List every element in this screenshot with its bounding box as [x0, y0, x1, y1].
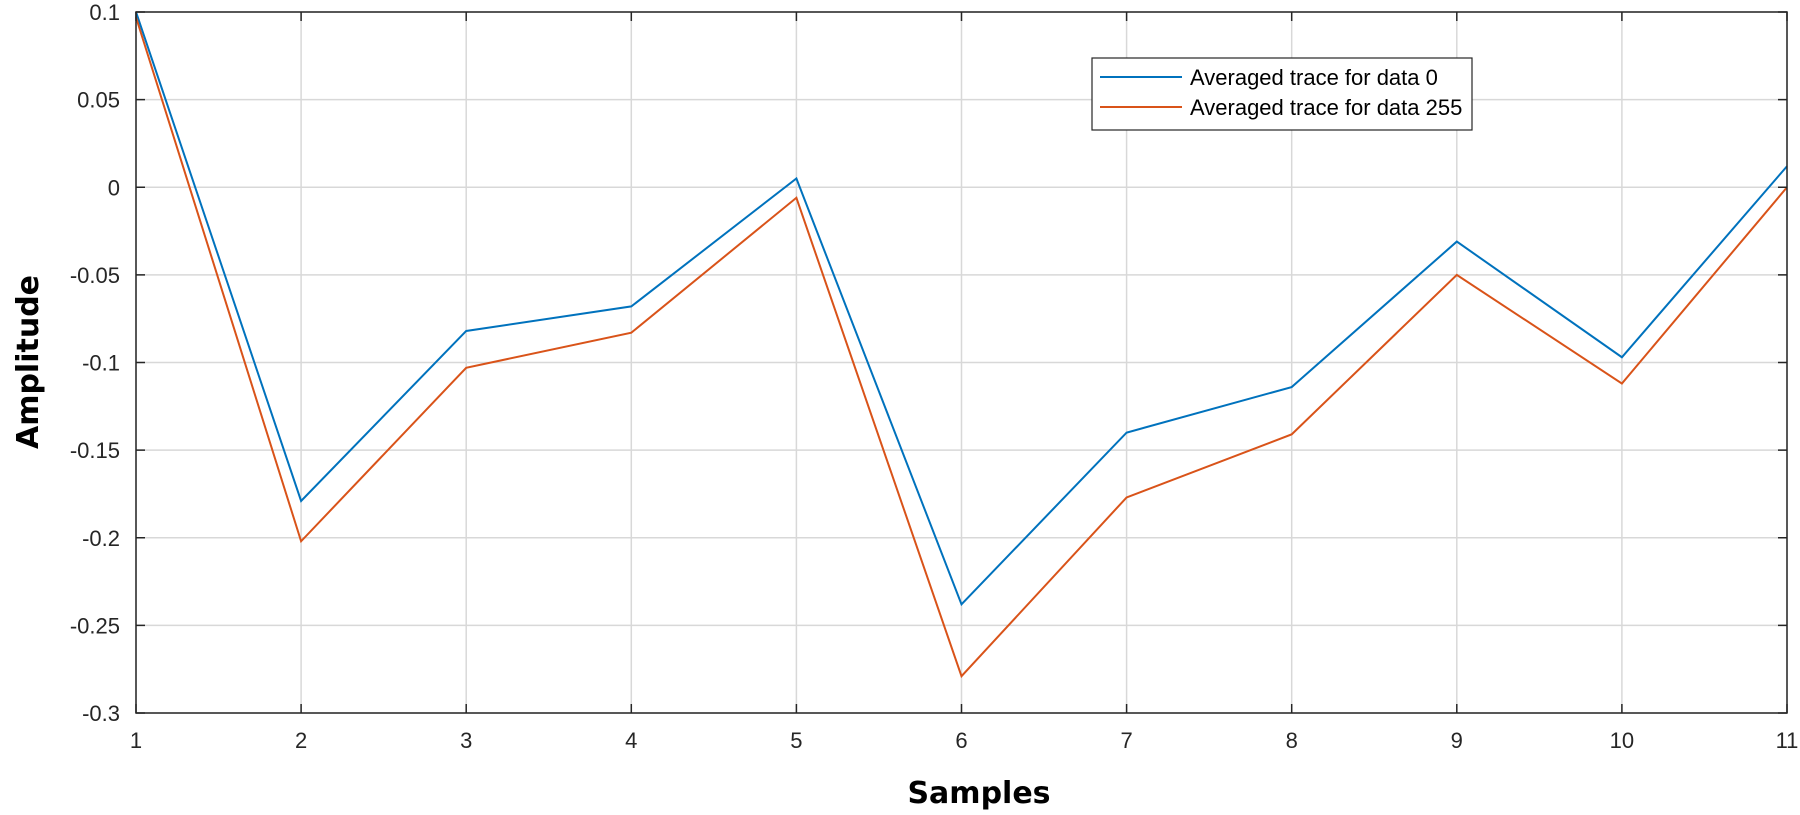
x-tick-label: 11 — [1776, 728, 1799, 753]
y-tick-label: 0.1 — [89, 0, 120, 25]
x-tick-label: 5 — [790, 728, 802, 753]
y-tick-label: -0.25 — [70, 613, 120, 638]
legend-label-data-0: Averaged trace for data 0 — [1190, 65, 1438, 90]
series-line-data-255 — [135, 16, 1788, 679]
x-tick-label: 2 — [295, 728, 307, 753]
y-tick-label: 0 — [108, 175, 120, 200]
x-tick-label: 8 — [1286, 728, 1298, 753]
grid — [135, 11, 1788, 714]
y-axis-title: Amplitude — [11, 275, 46, 449]
plot-frame — [135, 11, 1788, 714]
y-tick-label: -0.15 — [70, 438, 120, 463]
y-tick-label: -0.05 — [70, 263, 120, 288]
x-tick-label: 9 — [1451, 728, 1463, 753]
x-tick-label: 10 — [1610, 728, 1634, 753]
x-tick-labels: 1 2 3 4 5 6 7 8 9 10 11 — [130, 728, 1799, 753]
y-tick-label: -0.1 — [82, 351, 120, 376]
x-tick-label: 7 — [1120, 728, 1132, 753]
y-tick-label: -0.2 — [82, 526, 120, 551]
axes — [135, 11, 1788, 714]
x-tick-label: 4 — [625, 728, 637, 753]
x-tick-label: 3 — [460, 728, 472, 753]
x-tick-label: 1 — [130, 728, 142, 753]
legend-label-data-255: Averaged trace for data 255 — [1190, 95, 1462, 120]
y-tick-labels: 0.1 0.05 0 -0.05 -0.1 -0.15 -0.2 -0.25 -0.3 — [70, 0, 120, 726]
x-axis-title: Samples — [907, 776, 1050, 811]
x-tick-label: 6 — [955, 728, 967, 753]
series-line-data-0 — [135, 11, 1788, 607]
series-lines — [135, 11, 1788, 679]
y-tick-label: 0.05 — [77, 88, 120, 113]
y-tick-label: -0.3 — [82, 701, 120, 726]
legend-box — [1091, 57, 1473, 131]
legend: Averaged trace for data 0 Averaged trace… — [1091, 57, 1473, 131]
